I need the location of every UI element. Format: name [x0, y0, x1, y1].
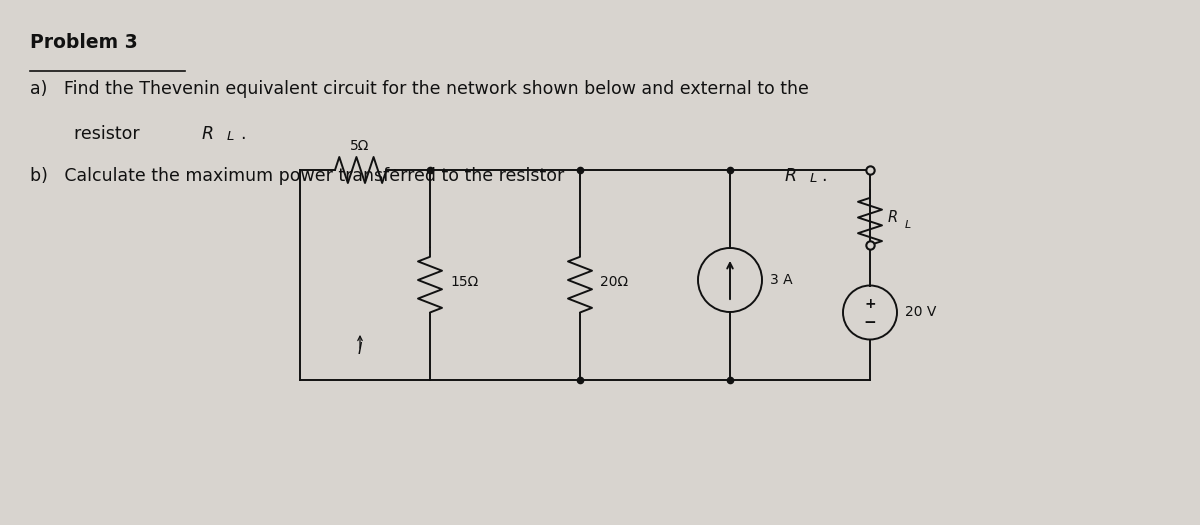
- Text: a)   Find the Thevenin equivalent circuit for the network shown below and extern: a) Find the Thevenin equivalent circuit …: [30, 80, 809, 98]
- Text: 5Ω: 5Ω: [350, 139, 370, 153]
- Text: resistor: resistor: [30, 125, 145, 143]
- Text: 15Ω: 15Ω: [450, 275, 479, 289]
- Text: 20Ω: 20Ω: [600, 275, 628, 289]
- Text: .: .: [240, 125, 246, 143]
- Text: L: L: [810, 172, 817, 185]
- Text: 20 V: 20 V: [905, 306, 936, 320]
- Text: 3 A: 3 A: [770, 273, 793, 287]
- Text: b)   Calculate the maximum power transferred to the resistor: b) Calculate the maximum power transferr…: [30, 167, 570, 185]
- Text: Problem 3: Problem 3: [30, 33, 138, 52]
- Text: R: R: [202, 125, 214, 143]
- Text: I: I: [358, 342, 362, 358]
- Text: +: +: [864, 298, 876, 311]
- Text: R: R: [785, 167, 797, 185]
- Text: L: L: [905, 219, 911, 229]
- Text: −: −: [864, 315, 876, 330]
- Text: R: R: [888, 210, 898, 225]
- Text: L: L: [227, 130, 234, 143]
- Text: .: .: [821, 167, 827, 185]
